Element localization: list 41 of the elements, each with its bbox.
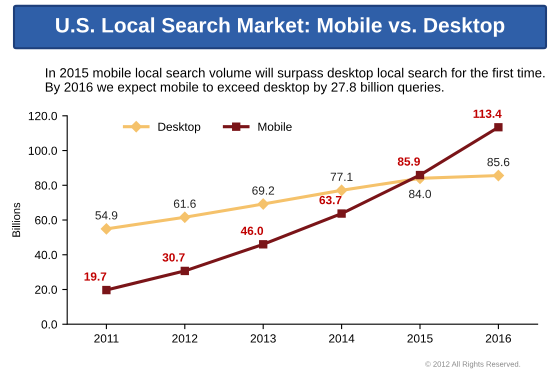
x-tick-label: 2014 bbox=[329, 334, 354, 343]
y-tick-label: 100.0 bbox=[28, 146, 58, 155]
point bbox=[180, 266, 189, 276]
y-axis-title: Billions bbox=[12, 202, 20, 237]
y-tick-label: 0.0 bbox=[42, 320, 58, 329]
y-tick-label: 40.0 bbox=[34, 250, 58, 260]
point bbox=[494, 123, 503, 132]
point bbox=[492, 170, 504, 182]
point bbox=[100, 223, 112, 234]
y-tick-label: 60.0 bbox=[35, 216, 58, 224]
point bbox=[179, 212, 190, 223]
x-tick-label: 2012 bbox=[172, 334, 198, 343]
point bbox=[102, 286, 111, 294]
point bbox=[259, 240, 268, 249]
legend-label: Desktop bbox=[158, 122, 200, 134]
legend-label: Mobile bbox=[258, 122, 292, 131]
x-tick-label: 2016 bbox=[486, 334, 512, 343]
chart-title: U.S. Local Search Market: Mobile vs. Desktop bbox=[56, 17, 504, 37]
data-label: 61.6 bbox=[174, 200, 196, 208]
y-tick-label: 20.0 bbox=[35, 286, 58, 294]
point bbox=[337, 209, 346, 218]
data-label: 85.6 bbox=[487, 158, 510, 166]
data-label: 63.7 bbox=[319, 196, 342, 204]
x-tick-label: 2013 bbox=[250, 334, 276, 343]
data-label: 85.9 bbox=[398, 157, 420, 166]
y-tick-label: 120.0 bbox=[28, 112, 58, 120]
y-tick-label: 80.0 bbox=[35, 181, 58, 190]
data-label: 30.7 bbox=[162, 253, 185, 262]
data-label: 19.7 bbox=[84, 272, 106, 281]
data-label: 113.4 bbox=[474, 110, 502, 118]
data-label: 69.2 bbox=[252, 186, 274, 195]
data-label: 54.9 bbox=[95, 211, 118, 220]
point bbox=[416, 170, 424, 180]
x-tick-label: 2015 bbox=[407, 334, 433, 343]
data-label: 46.0 bbox=[240, 226, 264, 236]
x-tick-label: 2011 bbox=[94, 334, 119, 343]
data-label: 84.0 bbox=[409, 190, 432, 198]
point bbox=[336, 184, 348, 196]
data-label: 77.1 bbox=[330, 172, 353, 181]
point bbox=[258, 198, 269, 210]
chart-subtitle: In 2015 mobile local search volume will surpass desktop local search for the first time. By 2016 we expect mobile to exceed desktop by 27.8 billion queries. bbox=[46, 68, 544, 94]
